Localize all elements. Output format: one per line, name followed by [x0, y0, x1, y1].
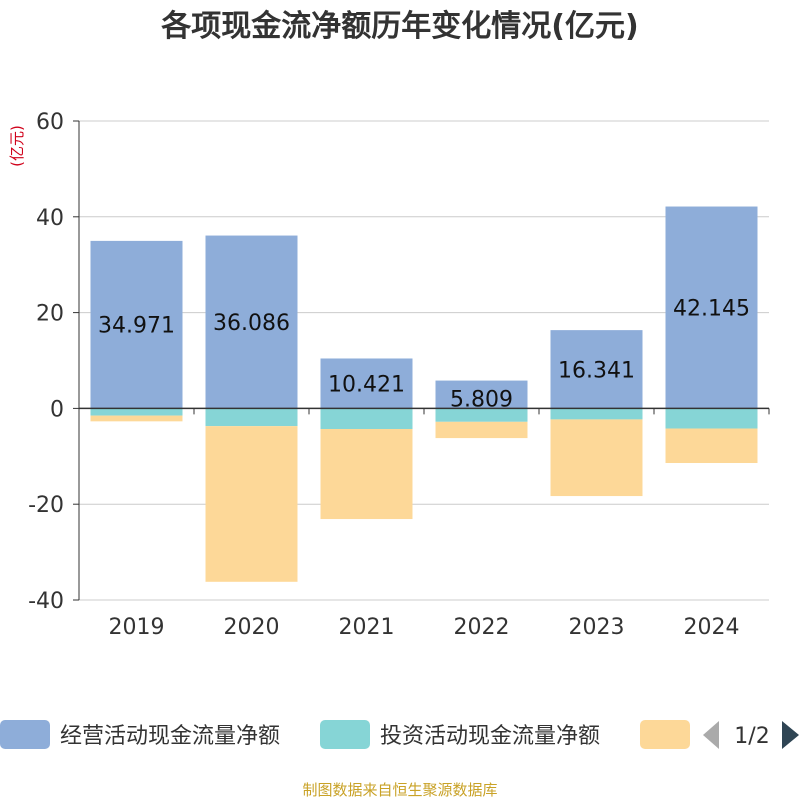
bar-series-3-2024	[665, 428, 758, 464]
bar-series-1-2023	[550, 330, 643, 409]
legend-pager: 1/2	[703, 721, 799, 749]
data-label: 34.971	[98, 314, 175, 339]
bar-series-1-2024	[665, 206, 758, 409]
y-tick-label: -40	[28, 589, 64, 614]
bar-series-1-2020	[205, 235, 298, 409]
data-label: 16.341	[558, 358, 635, 383]
legend-label: 经营活动现金流量净额	[60, 724, 280, 749]
gridlines	[79, 120, 769, 601]
x-tick-label: 2020	[224, 615, 280, 640]
bar-series-2-2024	[665, 408, 758, 429]
bar-series-1-2022	[435, 380, 528, 409]
chart-title: 各项现金流净额历年变化情况(亿元)	[160, 9, 638, 44]
legend-item-2[interactable]: 投资活动现金流量净额	[320, 720, 600, 749]
data-label: 10.421	[328, 372, 405, 397]
y-tick-label: 0	[50, 397, 64, 422]
bars	[90, 206, 758, 582]
data-label: 5.809	[450, 388, 513, 413]
data-label: 36.086	[213, 311, 290, 336]
bar-series-1-2021	[320, 358, 413, 409]
bar-series-2-2022	[435, 408, 528, 422]
bar-series-1-2019	[90, 240, 183, 409]
data-label: 42.145	[673, 296, 750, 321]
bar-series-2-2021	[320, 408, 413, 429]
y-tick-label: 40	[36, 206, 64, 231]
bar-series-3-2023	[550, 419, 643, 497]
legend-item-3[interactable]	[640, 720, 690, 749]
bar-series-3-2021	[320, 428, 413, 520]
bar-series-2-2019	[90, 408, 183, 416]
legend-label: 投资活动现金流量净额	[380, 724, 600, 749]
source-note: 制图数据来自恒生聚源数据库	[302, 781, 497, 799]
legend: 经营活动现金流量净额 投资活动现金流量净额	[0, 720, 690, 749]
legend-page-indicator: 1/2	[734, 724, 769, 749]
x-tick-label: 2019	[109, 615, 165, 640]
bar-series-3-2019	[90, 415, 183, 422]
data-labels: 34.971 36.086 10.421 5.809 16.341 42.145	[98, 296, 750, 412]
bar-series-3-2020	[205, 426, 298, 582]
bar-series-2-2023	[550, 408, 643, 420]
y-tick-label: -20	[28, 493, 64, 518]
x-tick-label: 2023	[569, 615, 625, 640]
y-tick-label: 20	[36, 302, 64, 327]
prev-page-icon[interactable]	[703, 721, 719, 749]
bar-series-2-2020	[205, 408, 298, 427]
y-tick-label: 60	[36, 110, 64, 135]
y-axis-unit: (亿元)	[8, 125, 26, 167]
x-tick-label: 2022	[454, 615, 510, 640]
legend-item-1[interactable]: 经营活动现金流量净额	[0, 720, 280, 749]
bar-series-3-2022	[435, 421, 528, 439]
legend-swatch	[640, 720, 690, 749]
axes: 60 40 20 0 -20 -40 2019 2020 2021 2022 2023 2024	[28, 110, 770, 640]
legend-swatch	[0, 720, 50, 749]
x-tick-label: 2024	[684, 615, 740, 640]
x-tick-label: 2021	[339, 615, 395, 640]
next-page-icon[interactable]	[782, 721, 799, 749]
legend-swatch	[320, 720, 370, 749]
